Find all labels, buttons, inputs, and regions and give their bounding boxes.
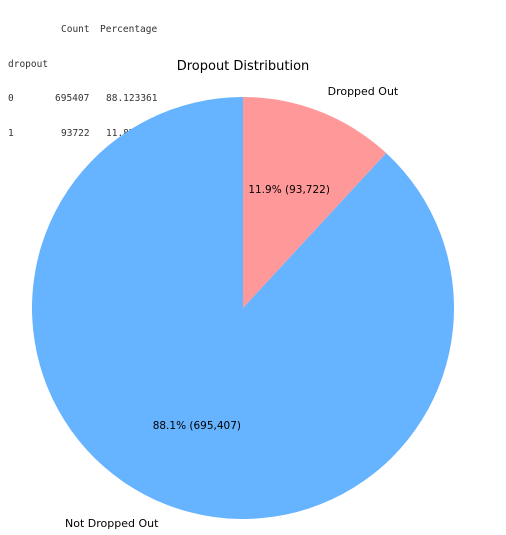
table-row: 0 695407 88.123361: [8, 93, 157, 105]
index-name-row: dropout: [8, 59, 48, 71]
slice-percentage-label: 11.9% (93,722): [248, 184, 330, 196]
chart-title: Dropout Distribution: [177, 59, 310, 74]
table-header-row: Count Percentage: [8, 24, 157, 36]
column-header-count: Count: [61, 24, 90, 35]
pie-slices: [32, 97, 455, 519]
row-index: 0: [8, 93, 14, 104]
column-header-percentage: Percentage: [100, 24, 158, 35]
slice-percentage-label: 88.1% (695,407): [153, 420, 241, 432]
pie-slice-dropped-out: [243, 97, 387, 308]
row-count: 695407: [55, 93, 90, 104]
slice-label: Not Dropped Out: [65, 517, 159, 530]
row-percentage: 88.123361: [106, 93, 158, 104]
pie-slice-not-dropped-out: [32, 97, 455, 519]
slice-label: Dropped Out: [328, 85, 399, 98]
row-count: 93722: [61, 127, 90, 139]
index-name: dropout: [8, 58, 49, 70]
pie-labels: Dropped Out 11.9% (93,722) Not Dropped Out…: [65, 85, 399, 530]
row-index: 1: [8, 127, 14, 139]
